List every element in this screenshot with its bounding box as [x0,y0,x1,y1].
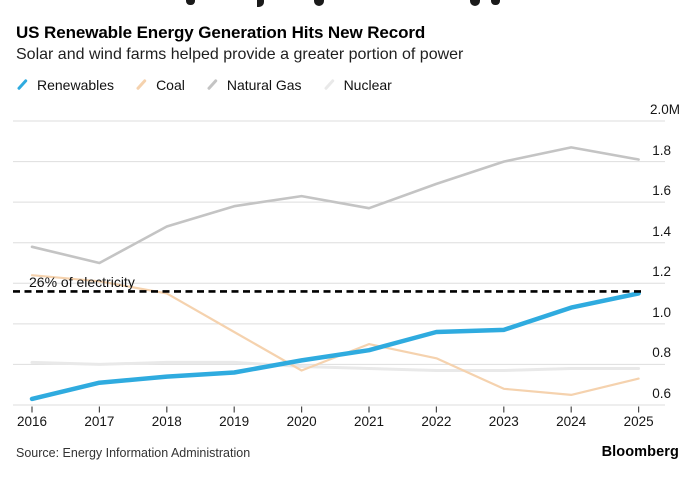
legend-item-nuclear: Nuclear [323,77,392,93]
legend-label: Nuclear [343,77,392,93]
x-tick-label: 2021 [353,414,385,429]
coal-line [30,274,640,396]
y-tick-label: 1.8 [652,142,671,158]
page-subtitle: Solar and wind farms helped provide a gr… [16,46,464,63]
legend-label: Coal [156,77,185,93]
x-tick-label: 2025 [623,414,654,429]
annotation-label: 26% of electricity [29,273,135,290]
nuclear-line [30,360,641,372]
x-tick-label: 2024 [556,414,587,429]
legend-label: Natural Gas [226,77,302,93]
legend-item-natural-gas: Natural Gas [206,77,302,93]
series-lines [29,146,641,402]
x-tick-label: 2016 [16,414,48,429]
x-axis-ticks [31,406,640,413]
natural-gas-line [30,146,640,265]
x-tick-label: 2019 [219,414,250,429]
cropped-text-fragment [491,0,500,5]
y-tick-label: 1.6 [652,183,671,199]
cropped-text-fragment [257,0,264,7]
chart-legend: Renewables Coal Natural Gas Nuclear [16,77,392,93]
y-tick-label: 0.8 [652,345,671,361]
x-tick-label: 2023 [488,414,519,429]
cropped-text-fragment [314,0,324,6]
y-tick-label: 1.4 [652,223,671,239]
y-tick-label: 1.2 [652,264,671,280]
x-tick-label: 2017 [84,414,115,429]
x-tick-label: 2018 [151,414,182,429]
page-title: US Renewable Energy Generation Hits New … [16,23,426,42]
x-tick-label: 2022 [421,414,452,429]
source-note: Source: Energy Information Administratio… [16,446,251,460]
renewables-line [29,291,641,402]
legend-item-renewables: Renewables [16,77,114,93]
x-tick-label: 2020 [286,414,317,429]
y-tick-label: 2.0M [649,102,680,117]
y-tick-label: 0.6 [652,386,671,401]
gridlines [13,120,665,406]
legend-item-coal: Coal [135,77,185,93]
cropped-text-fragment [186,0,195,5]
y-tick-label: 1.0 [652,304,671,320]
legend-label: Renewables [37,77,115,93]
bloomberg-logo: Bloomberg [601,444,679,460]
cropped-text-fragment [470,0,480,6]
